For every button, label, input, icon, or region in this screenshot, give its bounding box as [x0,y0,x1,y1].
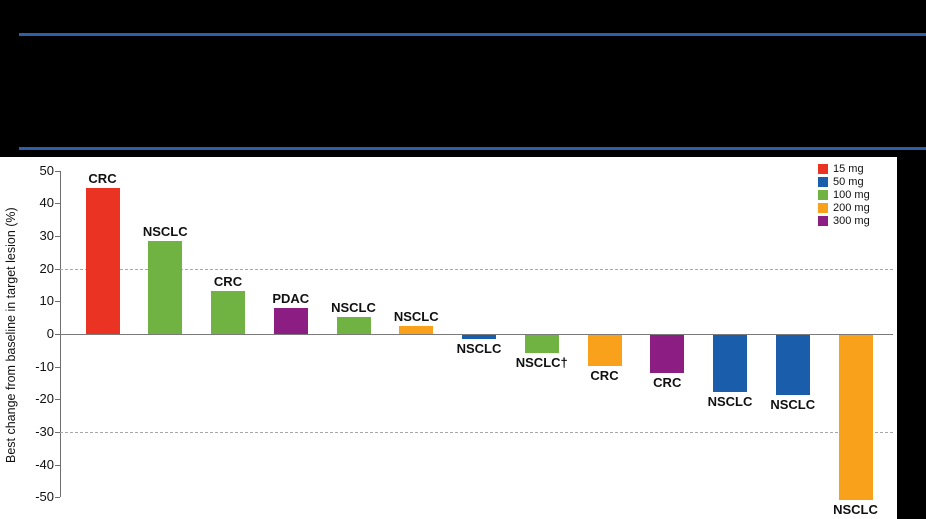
legend-color-swatch [818,177,828,187]
chart-bar [336,317,371,334]
legend-color-swatch [818,203,828,213]
y-tick-mark [55,301,60,303]
y-tick-mark [55,170,60,172]
y-tick-label: 10 [39,293,54,309]
bar-label: NSCLC [770,397,816,413]
chart-bar [148,240,183,334]
bar-label: CRC [590,368,619,384]
dashed-reference-line [60,268,893,270]
y-tick-mark [55,236,60,238]
legend-item-label: 100 mg [833,189,870,201]
y-tick-mark [55,366,60,368]
bar-label: NSCLC [142,223,188,239]
y-tick-label: 0 [46,326,54,341]
y-tick-mark [55,203,60,205]
y-tick-label: 20 [39,260,54,276]
y-tick-mark [55,268,60,270]
y-tick-label: -20 [35,391,54,407]
y-tick-mark [55,497,60,499]
bar-label: NSCLC [456,340,502,356]
y-tick-mark [55,431,60,433]
bar-label: NSCLC [833,502,878,518]
header-divider-rule [19,147,926,150]
y-tick-mark [55,334,60,335]
bar-label: CRC [88,171,117,187]
y-tick-label: -50 [35,489,54,505]
chart-bar [524,335,559,354]
legend-item-label: 200 mg [833,202,870,214]
chart-bar [273,307,308,334]
y-tick-label: -30 [35,423,54,439]
y-tick-mark [55,399,60,401]
bar-label: NSCLC [707,394,753,410]
dashed-reference-line [60,431,893,433]
y-tick-label: 50 [39,162,54,178]
chart-bar [838,335,873,501]
y-tick-label: -10 [35,358,54,374]
chart-bar [775,335,810,396]
bar-label: CRC [653,375,682,391]
chart-bar [650,335,685,374]
bar-label: PDAC [272,290,310,306]
chart-bar [462,335,496,339]
legend-color-swatch [818,190,828,200]
legend-item-label: 15 mg [833,163,864,175]
legend-color-swatch [818,164,828,174]
y-tick-mark [55,464,60,466]
top-divider-rule [19,33,926,36]
bar-label: NSCLC† [515,355,568,371]
bar-label: NSCLC [331,300,376,316]
y-tick-label: 30 [39,228,54,244]
waterfall-chart: Best change from baseline in target lesi… [0,157,897,519]
y-tick-label: -40 [35,456,54,472]
chart-bar [399,326,434,334]
zero-baseline [60,334,893,335]
legend-item-label: 50 mg [833,176,864,188]
bar-label: NSCLC [393,309,439,325]
legend-color-swatch [818,216,828,226]
chart-bar [713,335,747,393]
chart-bar [211,290,245,334]
legend-item-label: 300 mg [833,215,870,227]
chart-bar [85,188,120,334]
bar-label: CRC [213,273,243,289]
chart-bar [587,335,622,367]
y-tick-label: 40 [39,195,54,211]
